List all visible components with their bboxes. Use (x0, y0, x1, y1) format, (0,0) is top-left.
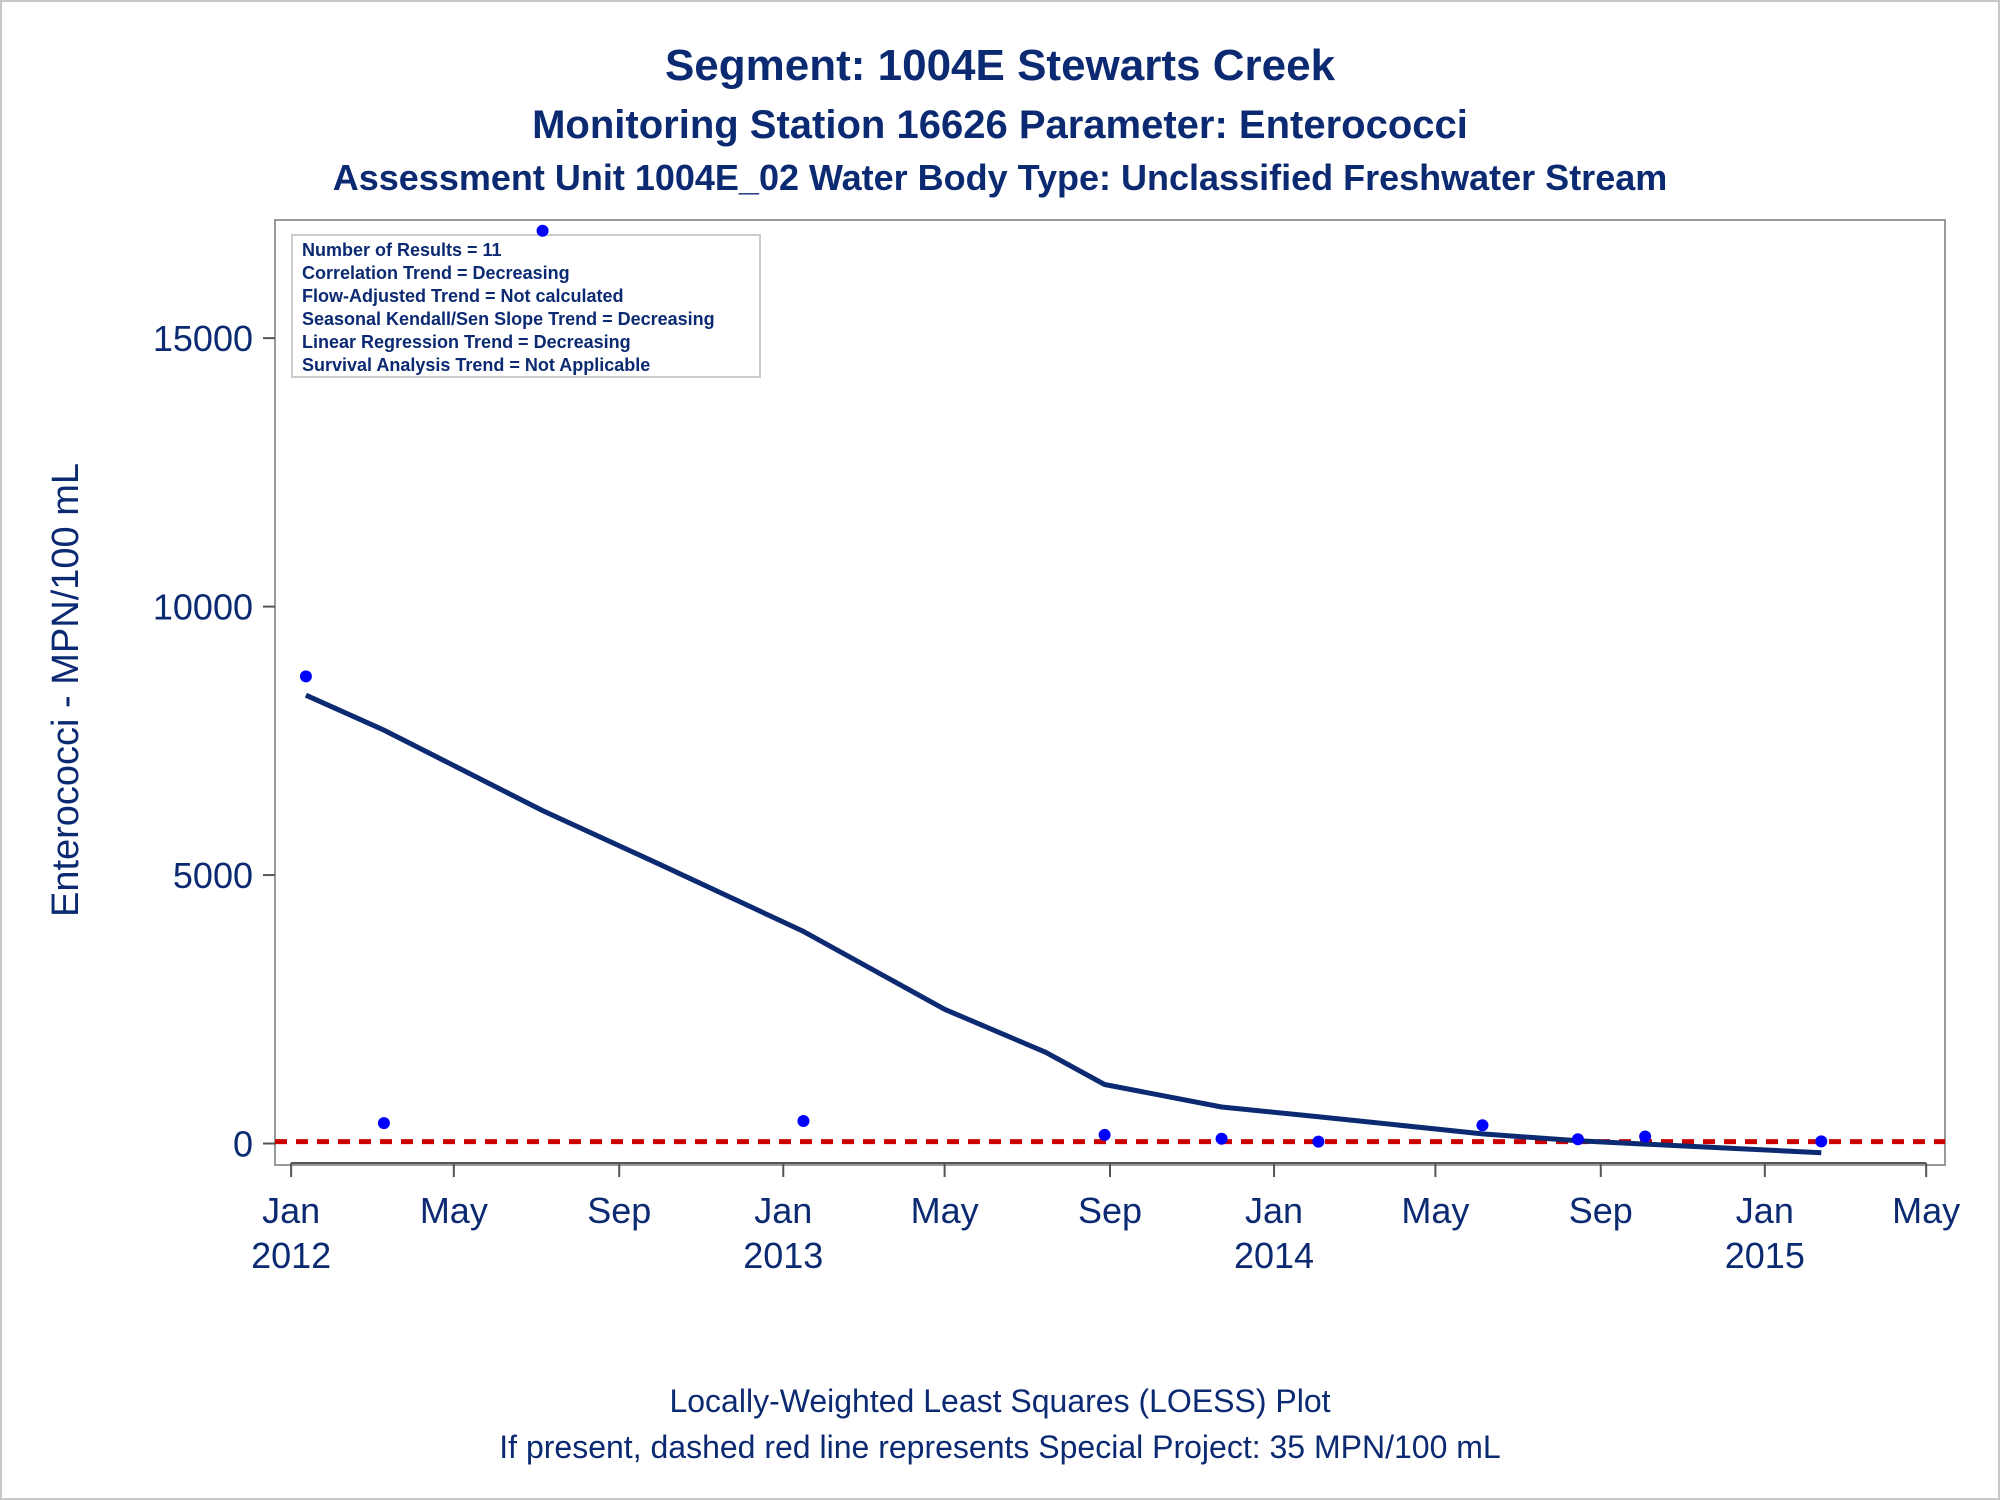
data-point (536, 224, 549, 237)
x-tick-label: Sep (1569, 1190, 1633, 1231)
data-point (1815, 1135, 1828, 1148)
stats-line: Seasonal Kendall/Sen Slope Trend = Decre… (302, 309, 715, 329)
data-point (1571, 1133, 1584, 1146)
x-tick-label: Jan (1245, 1190, 1303, 1231)
data-point (1476, 1119, 1489, 1132)
data-point (1639, 1130, 1652, 1143)
stats-box-lines: Number of Results = 11 Correlation Trend … (302, 240, 715, 375)
data-point (797, 1114, 810, 1127)
data-point (299, 670, 312, 683)
data-point (1215, 1132, 1228, 1145)
x-tick-year-label: 2014 (1234, 1235, 1314, 1276)
y-axis: 0 5000 10000 15000 (153, 318, 275, 1165)
x-tick-label: May (1892, 1190, 1960, 1231)
x-tick-year-label: 2013 (743, 1235, 823, 1276)
stats-line: Correlation Trend = Decreasing (302, 263, 570, 283)
stats-line: Number of Results = 11 (302, 240, 502, 260)
chart-subtitle-2: Assessment Unit 1004E_02 Water Body Type… (333, 157, 1668, 198)
x-tick-year-label: 2012 (251, 1235, 331, 1276)
data-point (377, 1117, 390, 1130)
scatter-points-group (299, 224, 1828, 1148)
x-tick-label: May (911, 1190, 979, 1231)
x-tick-label: May (420, 1190, 488, 1231)
x-tick-label: Sep (587, 1190, 651, 1231)
loess-line-group (304, 692, 1822, 1156)
loess-line (304, 692, 1822, 1156)
x-tick-label: Jan (1736, 1190, 1794, 1231)
x-tick-label: Sep (1078, 1190, 1142, 1231)
x-tick-label: May (1401, 1190, 1469, 1231)
data-point (1098, 1128, 1111, 1141)
stats-line: Linear Regression Trend = Decreasing (302, 332, 631, 352)
footnote-2: If present, dashed red line represents S… (499, 1429, 1500, 1465)
y-tick-label: 10000 (153, 587, 253, 628)
stats-box (291, 234, 761, 378)
y-tick-label: 15000 (153, 318, 253, 359)
x-tick-label: Jan (754, 1190, 812, 1231)
y-tick-label: 5000 (173, 855, 253, 896)
chart-title: Segment: 1004E Stewarts Creek (665, 41, 1336, 90)
y-axis-label: Enterococci - MPN/100 mL (45, 463, 87, 917)
chart-subtitle: Monitoring Station 16626 Parameter: Ente… (532, 103, 1468, 147)
stats-line: Flow-Adjusted Trend = Not calculated (302, 286, 624, 306)
footnote-1: Locally-Weighted Least Squares (LOESS) P… (669, 1383, 1330, 1419)
data-point (1312, 1135, 1325, 1148)
y-tick-label: 0 (233, 1124, 253, 1165)
x-tick-year-label: 2015 (1725, 1235, 1805, 1276)
x-tick-label: Jan (262, 1190, 320, 1231)
stats-line: Survival Analysis Trend = Not Applicable (302, 355, 650, 375)
